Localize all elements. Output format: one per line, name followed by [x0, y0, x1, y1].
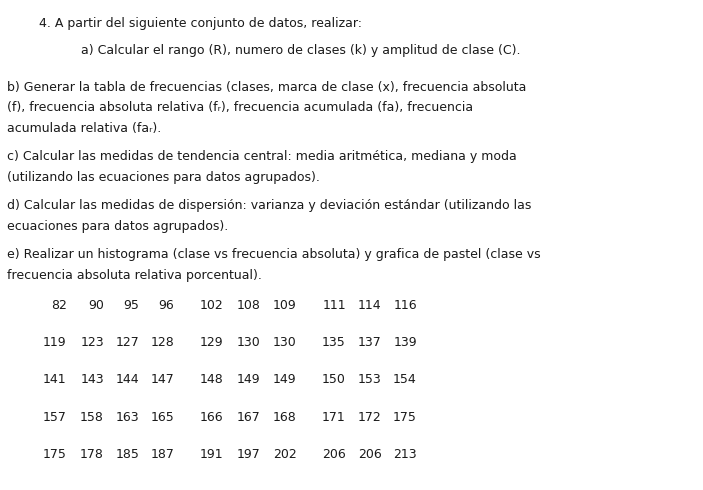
Text: 213: 213 — [393, 448, 417, 461]
Text: 114: 114 — [358, 299, 382, 312]
Text: 153: 153 — [358, 373, 382, 387]
Text: e) Realizar un histograma (clase vs frecuencia absoluta) y grafica de pastel (cl: e) Realizar un histograma (clase vs frec… — [7, 248, 541, 262]
Text: 202: 202 — [273, 448, 297, 461]
Text: 144: 144 — [115, 373, 139, 387]
Text: 82: 82 — [51, 299, 67, 312]
Text: 172: 172 — [358, 411, 382, 424]
Text: 130: 130 — [236, 336, 260, 349]
Text: 148: 148 — [200, 373, 224, 387]
Text: 158: 158 — [80, 411, 104, 424]
Text: 187: 187 — [150, 448, 174, 461]
Text: 168: 168 — [273, 411, 297, 424]
Text: 116: 116 — [393, 299, 417, 312]
Text: 178: 178 — [80, 448, 104, 461]
Text: 137: 137 — [358, 336, 382, 349]
Text: d) Calcular las medidas de dispersión: varianza y deviación estándar (utilizando: d) Calcular las medidas de dispersión: v… — [7, 199, 531, 213]
Text: 108: 108 — [236, 299, 260, 312]
Text: 119: 119 — [43, 336, 67, 349]
Text: 130: 130 — [273, 336, 297, 349]
Text: 127: 127 — [115, 336, 139, 349]
Text: 150: 150 — [322, 373, 346, 387]
Text: 90: 90 — [88, 299, 104, 312]
Text: frecuencia absoluta relativa porcentual).: frecuencia absoluta relativa porcentual)… — [7, 269, 262, 282]
Text: 175: 175 — [393, 411, 417, 424]
Text: a) Calcular el rango (R), numero de clases (k) y amplitud de clase (C).: a) Calcular el rango (R), numero de clas… — [81, 44, 520, 57]
Text: 197: 197 — [236, 448, 260, 461]
Text: 111: 111 — [322, 299, 346, 312]
Text: b) Generar la tabla de frecuencias (clases, marca de clase (x), frecuencia absol: b) Generar la tabla de frecuencias (clas… — [7, 81, 527, 94]
Text: 206: 206 — [322, 448, 346, 461]
Text: 166: 166 — [200, 411, 224, 424]
Text: 95: 95 — [123, 299, 139, 312]
Text: 149: 149 — [273, 373, 297, 387]
Text: 206: 206 — [358, 448, 382, 461]
Text: 165: 165 — [150, 411, 174, 424]
Text: (utilizando las ecuaciones para datos agrupados).: (utilizando las ecuaciones para datos ag… — [7, 171, 320, 184]
Text: ecuaciones para datos agrupados).: ecuaciones para datos agrupados). — [7, 220, 228, 233]
Text: 157: 157 — [43, 411, 67, 424]
Text: 154: 154 — [393, 373, 417, 387]
Text: 175: 175 — [43, 448, 67, 461]
Text: 128: 128 — [150, 336, 174, 349]
Text: 109: 109 — [273, 299, 297, 312]
Text: 191: 191 — [200, 448, 224, 461]
Text: 139: 139 — [393, 336, 417, 349]
Text: (f), frecuencia absoluta relativa (fᵣ), frecuencia acumulada (fa), frecuencia: (f), frecuencia absoluta relativa (fᵣ), … — [7, 101, 473, 115]
Text: 143: 143 — [80, 373, 104, 387]
Text: 141: 141 — [43, 373, 67, 387]
Text: 147: 147 — [150, 373, 174, 387]
Text: 129: 129 — [200, 336, 224, 349]
Text: c) Calcular las medidas de tendencia central: media aritmética, mediana y moda: c) Calcular las medidas de tendencia cen… — [7, 150, 517, 164]
Text: 163: 163 — [115, 411, 139, 424]
Text: 96: 96 — [159, 299, 174, 312]
Text: 149: 149 — [236, 373, 260, 387]
Text: 123: 123 — [80, 336, 104, 349]
Text: 4. A partir del siguiente conjunto de datos, realizar:: 4. A partir del siguiente conjunto de da… — [39, 17, 361, 30]
Text: 167: 167 — [236, 411, 260, 424]
Text: 135: 135 — [322, 336, 346, 349]
Text: 185: 185 — [115, 448, 139, 461]
Text: acumulada relativa (faᵣ).: acumulada relativa (faᵣ). — [7, 122, 161, 135]
Text: 171: 171 — [322, 411, 346, 424]
Text: 102: 102 — [200, 299, 224, 312]
